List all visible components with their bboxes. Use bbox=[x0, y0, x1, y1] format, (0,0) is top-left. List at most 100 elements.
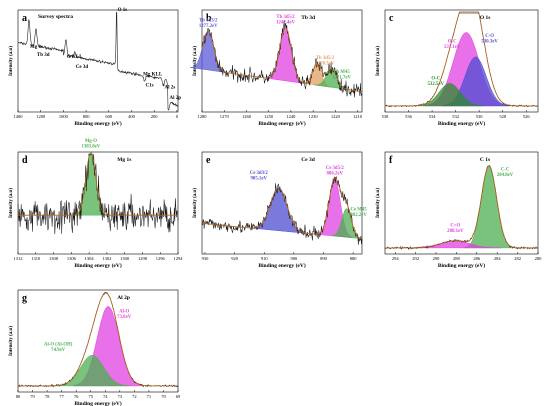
component-label: Tb 3d3/2 bbox=[199, 18, 218, 23]
panel-g: 80 79 78 77 76 75 74 73 72 71 70 69 g Al 2p Binding en… bbox=[9, 289, 181, 406]
x-tick-label: 800 bbox=[83, 114, 91, 119]
fit-envelope bbox=[201, 27, 363, 92]
x-tick-label: 1200 bbox=[36, 114, 46, 119]
x-tick-label: 538 bbox=[382, 114, 390, 119]
panel-title: Mg 1s bbox=[117, 157, 131, 163]
panel-letter: c bbox=[389, 13, 394, 24]
panel-b: 1280 1270 1260 1250 1240 1230 1220 1210 b Tb 3d Bi… bbox=[190, 9, 363, 127]
component-label: Ce M45 bbox=[351, 208, 368, 213]
fit-envelope bbox=[385, 165, 538, 249]
panel-title: O 1s bbox=[480, 15, 491, 21]
x-tick-label: 280 bbox=[535, 256, 543, 261]
x-tick-label: 77 bbox=[59, 394, 64, 399]
y-axis-label: Intensity (a.u) bbox=[9, 326, 14, 356]
survey-line bbox=[17, 11, 179, 111]
y-axis-label: Intensity (a.u) bbox=[193, 46, 198, 76]
panel-letter: b bbox=[206, 13, 212, 24]
panel-c: 538 536 534 532 530 528 526 c O 1s Binding energy… bbox=[376, 9, 539, 127]
x-tick-label: 1230 bbox=[309, 114, 319, 119]
peak-label: C1s bbox=[146, 84, 154, 89]
component-label: O-C bbox=[431, 76, 440, 81]
plot-frame bbox=[17, 151, 179, 255]
x-tick-label: 292 bbox=[412, 256, 419, 261]
x-tick-label: 1302 bbox=[102, 256, 111, 261]
x-axis-label: Binding energy (eV) bbox=[74, 262, 122, 269]
peak-label: Al 2p bbox=[169, 96, 181, 101]
x-tick-label: 1304 bbox=[85, 256, 95, 261]
x-axis-label: Binding energy (eV) bbox=[74, 400, 122, 406]
x-tick-label: 400 bbox=[128, 114, 136, 119]
x-tick-label: 1300 bbox=[120, 256, 130, 261]
component-value: 288.1eV bbox=[447, 229, 464, 234]
x-tick-label: 930 bbox=[202, 256, 210, 261]
x-tick-label: 1250 bbox=[264, 114, 274, 119]
fit-envelope bbox=[201, 177, 363, 239]
component-label: Al-O (Al-OH) bbox=[44, 342, 73, 347]
x-tick-label: 1240 bbox=[286, 114, 296, 119]
x-tick-label: 290 bbox=[433, 256, 441, 261]
panel-title: Tb 3d bbox=[301, 15, 315, 21]
component-label: C-O bbox=[485, 34, 494, 39]
x-tick-label: 1312 bbox=[14, 256, 23, 261]
component-label: O-C bbox=[448, 39, 457, 44]
component-label: Tb M45 bbox=[333, 70, 350, 75]
x-tick-label: 534 bbox=[429, 114, 437, 119]
x-tick-label: 288 bbox=[453, 256, 461, 261]
x-tick-label: 200 bbox=[151, 114, 159, 119]
x-tick-label: 1310 bbox=[31, 256, 41, 261]
component-label: Tb 3d5/2 bbox=[316, 56, 335, 61]
plot-frame bbox=[384, 151, 539, 255]
x-tick-label: 1210 bbox=[353, 114, 363, 119]
component-label: Ce 3d5/2 bbox=[326, 166, 345, 171]
component-value: 882.2eV bbox=[350, 213, 367, 218]
x-tick-label: 1298 bbox=[138, 256, 148, 261]
component-value: 1303.8eV bbox=[81, 145, 100, 150]
component-value: 73.8eV bbox=[117, 315, 132, 320]
panel-d: 1312 1310 1308 1306 1304 1302 1300 1298 1296 1294… bbox=[9, 139, 183, 269]
panel-title: Ce 3d bbox=[301, 157, 315, 163]
x-tick-label: 536 bbox=[405, 114, 413, 119]
y-axis-label: Intensity (a.u) bbox=[376, 188, 381, 218]
x-tick-label: 284 bbox=[494, 256, 502, 261]
component-value: 530.3eV bbox=[481, 39, 498, 44]
peak-label: Ce 3d bbox=[76, 65, 89, 70]
x-tick-label: 69 bbox=[176, 394, 181, 399]
x-axis-label: Binding energy (eV) bbox=[438, 262, 486, 269]
peak-label: Tb 3d bbox=[37, 53, 50, 58]
panel-letter: a bbox=[22, 13, 27, 24]
x-tick-label: 282 bbox=[514, 256, 521, 261]
x-tick-label: 79 bbox=[30, 394, 35, 399]
panel-letter: e bbox=[206, 155, 211, 166]
x-tick-label: 526 bbox=[523, 114, 531, 119]
x-axis-label: Binding energy (eV) bbox=[438, 120, 486, 127]
x-tick-label: 920 bbox=[231, 256, 239, 261]
plot-frame bbox=[384, 9, 539, 113]
component-value: 531.1eV bbox=[444, 45, 461, 50]
component-value: 905.1eV bbox=[251, 176, 268, 181]
x-tick-label: 1296 bbox=[156, 256, 166, 261]
panel-letter: f bbox=[389, 155, 393, 166]
plot-frame bbox=[201, 151, 363, 255]
panel-letter: d bbox=[22, 155, 28, 166]
x-axis-label: Binding energy (eV) bbox=[258, 262, 306, 269]
x-tick-label: 1400 bbox=[14, 114, 24, 119]
x-tick-label: 286 bbox=[473, 256, 481, 261]
x-tick-label: 1308 bbox=[49, 256, 59, 261]
component-value: 74.9eV bbox=[51, 348, 66, 353]
component-value: 284.8eV bbox=[497, 173, 514, 178]
x-tick-label: 910 bbox=[261, 256, 269, 261]
panel-title: Survey spectra bbox=[38, 14, 73, 20]
component-value: 1228.3eV bbox=[315, 61, 334, 66]
x-tick-label: 890 bbox=[320, 256, 328, 261]
raw-spectrum bbox=[384, 165, 539, 250]
x-tick-label: 880 bbox=[350, 256, 358, 261]
component-label: Ce 3d3/2 bbox=[250, 171, 269, 176]
x-tick-label: 73 bbox=[118, 394, 123, 399]
component-value: 1221.7eV bbox=[332, 75, 351, 80]
component-label: Mg-O bbox=[85, 139, 98, 144]
fit-envelope bbox=[385, 12, 538, 107]
peak-label: O 1s bbox=[118, 8, 128, 13]
peak-label: O KLL bbox=[67, 55, 83, 60]
x-tick-label: 74 bbox=[103, 394, 108, 399]
